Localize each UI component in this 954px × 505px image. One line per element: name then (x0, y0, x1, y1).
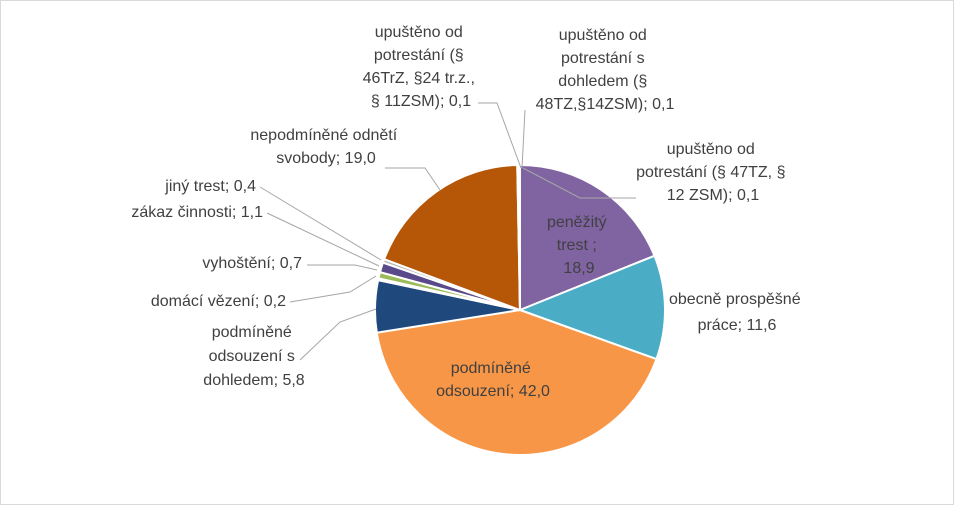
pie-slice-8 (382, 164, 522, 312)
label-vyhosteni: vyhoštění; 0,7 (202, 255, 302, 272)
leader-line-domaci (289, 275, 377, 303)
leader-line-vyhosteni (307, 264, 378, 271)
pie-slice-1 (517, 254, 666, 361)
label-podminene: podmíněné odsouzení; 42,0 (436, 360, 550, 400)
label-zakaz: zákaz činnosti; 1,1 (131, 204, 263, 221)
leader-lines (259, 102, 636, 361)
label-upusteno48: upuštěno od potrestání s dohledem (§ 48T… (536, 27, 675, 113)
leader-line-upusteno47 (522, 167, 636, 199)
pie-slice-11 (518, 163, 521, 311)
pie-slices (374, 163, 666, 456)
leader-line-dohled (299, 308, 377, 361)
label-nepodminene: nepodmíněné odnětí svobody; 19,0 (250, 127, 401, 167)
leader-line-jiny (259, 186, 382, 261)
leader-line-upusteno48 (521, 109, 526, 169)
label-domaci: domácí vězení; 0,2 (151, 293, 286, 310)
label-dohled: podmíněné odsouzení s dohledem; 5,8 (203, 324, 305, 389)
leader-line-zakaz (266, 212, 380, 267)
label-upusteno47: upuštěno od potrestání (§ 47TZ, § 12 ZSM… (636, 141, 790, 204)
label-penezity: peněžitý trest ; 18,9 (547, 214, 611, 277)
pie-slice-0 (519, 163, 656, 312)
label-obecne-prospesne: obecně prospěšné práce; 11,6 (669, 291, 805, 334)
pie-slice-2 (375, 308, 658, 456)
leader-line-nepodminene (385, 167, 441, 191)
label-upusteno46: upuštěno od potrestání (§ 46TrZ, §24 tr.… (363, 24, 480, 110)
label-jiny: jiný trest; 0,4 (164, 178, 256, 195)
leader-line-upusteno46 (478, 102, 522, 169)
